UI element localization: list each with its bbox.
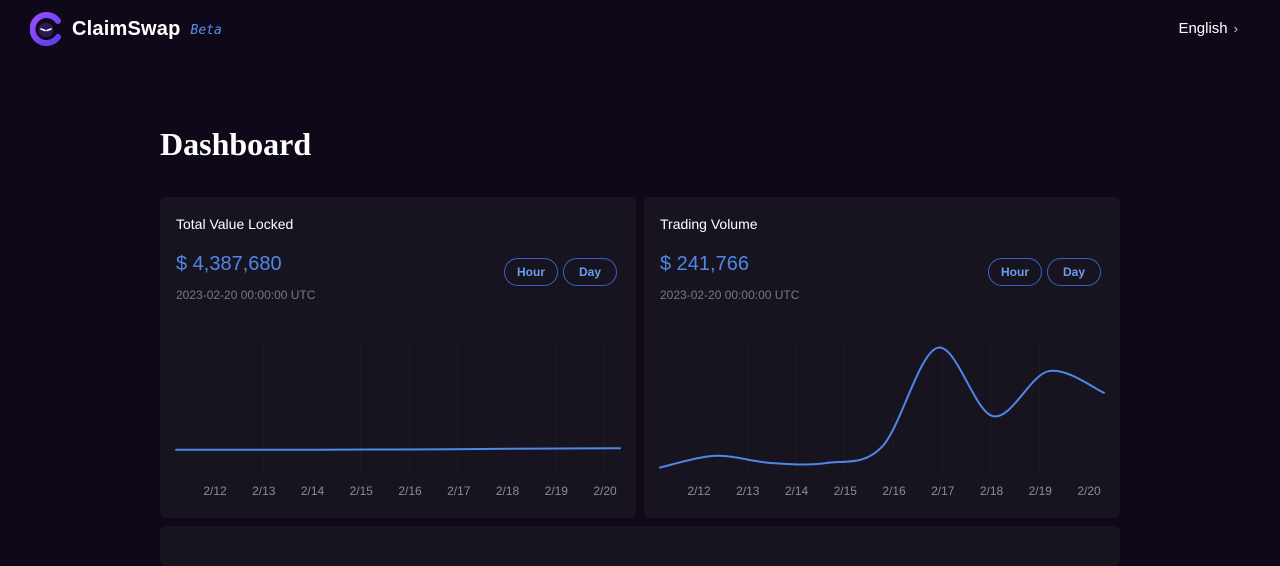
x-tick-label: 2/17: [447, 484, 471, 498]
language-label: English: [1178, 20, 1228, 37]
language-selector[interactable]: English ›: [1178, 20, 1238, 37]
day-button[interactable]: Day: [1047, 258, 1101, 286]
x-tick-label: 2/15: [834, 484, 858, 498]
trading-volume-chart: 2/12 2/13 2/14 2/15 2/16 2/17 2/18 2/19 2/20: [659, 342, 1105, 498]
brand-logo[interactable]: ClaimSwap Beta: [30, 12, 222, 46]
x-tick-label: 2/16: [398, 484, 422, 498]
page-title: Dashboard: [160, 126, 312, 162]
claimswap-logo-icon: [30, 12, 61, 46]
card-title: Total Value Locked: [176, 216, 294, 232]
x-tick-label: 2/20: [1077, 484, 1101, 498]
card-value: $ 4,387,680: [176, 253, 282, 275]
hour-button[interactable]: Hour: [988, 258, 1042, 286]
chevron-right-icon: ›: [1233, 21, 1238, 36]
top-bar: ClaimSwap Beta English ›: [0, 0, 1280, 62]
beta-badge: Beta: [190, 23, 222, 38]
x-tick-label: 2/18: [496, 484, 520, 498]
trading-volume-card: 2/12 2/13 2/14 2/15 2/16 2/17 2/18 2/19 2/20 Tra…: [644, 197, 1120, 518]
x-tick-label: 2/20: [593, 484, 617, 498]
card-title: Trading Volume: [660, 216, 758, 232]
x-tick-label: 2/12: [203, 484, 227, 498]
brand-name: ClaimSwap: [72, 17, 181, 40]
x-tick-label: 2/13: [252, 484, 276, 498]
x-tick-label: 2/16: [882, 484, 906, 498]
day-button[interactable]: Day: [563, 258, 617, 286]
series-line: [659, 346, 1105, 469]
tvl-chart: 2/12 2/13 2/14 2/15 2/16 2/17 2/18 2/19 2/20: [175, 342, 621, 498]
card-value: $ 241,766: [660, 253, 749, 275]
x-tick-label: 2/15: [350, 484, 374, 498]
card-timestamp: 2023-02-20 00:00:00 UTC: [660, 288, 800, 302]
x-tick-label: 2/17: [931, 484, 955, 498]
tvl-card: 2/12 2/13 2/14 2/15 2/16 2/17 2/18 2/19 2/20 Tot…: [160, 197, 636, 518]
hour-button[interactable]: Hour: [504, 258, 558, 286]
x-tick-label: 2/14: [301, 484, 325, 498]
x-tick-label: 2/14: [785, 484, 809, 498]
x-tick-label: 2/13: [736, 484, 760, 498]
x-tick-label: 2/19: [1029, 484, 1053, 498]
card-timestamp: 2023-02-20 00:00:00 UTC: [176, 288, 316, 302]
x-tick-label: 2/18: [980, 484, 1004, 498]
next-card: [160, 526, 1120, 566]
x-tick-label: 2/12: [687, 484, 711, 498]
x-tick-label: 2/19: [545, 484, 569, 498]
series-line: [175, 447, 621, 451]
